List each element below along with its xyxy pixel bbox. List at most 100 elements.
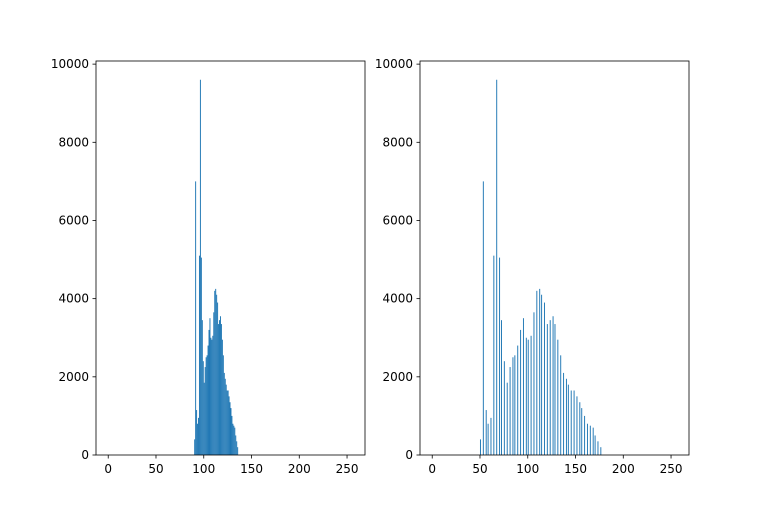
bar [198, 417, 199, 455]
bar [557, 339, 559, 455]
x-tick-label: 0 [104, 462, 112, 476]
bar [204, 367, 206, 455]
y-tick-label: 0 [81, 448, 89, 462]
bar [225, 384, 227, 455]
bar [589, 425, 591, 455]
bar [586, 423, 588, 455]
bar [517, 345, 519, 455]
bar [228, 396, 230, 455]
bar [224, 378, 226, 455]
bar [514, 355, 516, 455]
bar [482, 181, 484, 455]
y-tick-label: 0 [405, 448, 413, 462]
bar [231, 415, 233, 455]
bar [202, 361, 204, 455]
bar [600, 447, 602, 455]
axes-frame [419, 60, 690, 456]
bar [195, 181, 197, 455]
bar [233, 425, 235, 455]
y-tick-label: 4000 [58, 292, 89, 306]
x-tick-label: 200 [612, 462, 635, 476]
bar [208, 329, 210, 455]
x-tick-label: 50 [148, 462, 163, 476]
bar [219, 316, 221, 455]
x-tick-label: 100 [192, 462, 215, 476]
y-tick-label: 6000 [58, 213, 89, 227]
bar [220, 324, 222, 455]
bar [539, 288, 541, 455]
bar [214, 290, 216, 455]
bar [200, 257, 202, 455]
bar [230, 408, 232, 455]
y-tick-label: 2000 [58, 370, 89, 384]
bar [546, 324, 548, 455]
bar [567, 384, 569, 455]
bar [536, 290, 538, 455]
bar [209, 318, 211, 455]
bar [206, 355, 208, 455]
bar [232, 423, 234, 455]
bar [218, 324, 220, 455]
y-tick-label: 8000 [58, 135, 89, 149]
bar [213, 312, 215, 455]
bar [570, 390, 572, 455]
bar [549, 320, 551, 455]
bar [579, 402, 581, 455]
bar [501, 320, 502, 455]
bar [197, 423, 199, 455]
bar [223, 372, 225, 455]
x-tick-label: 0 [428, 462, 436, 476]
bar [235, 435, 237, 455]
bar [236, 441, 238, 455]
bar [211, 339, 213, 455]
bar [215, 288, 217, 455]
x-tick-label: 150 [240, 462, 263, 476]
x-tick-label: 250 [660, 462, 683, 476]
y-tick-label: 2000 [382, 370, 413, 384]
bar [581, 408, 583, 455]
axes-frame [95, 60, 366, 456]
bar [543, 302, 545, 455]
bar [229, 402, 231, 455]
bar [527, 339, 529, 455]
x-tick-label: 200 [288, 462, 311, 476]
bar [512, 357, 514, 455]
bar [530, 335, 532, 455]
bar [576, 396, 578, 455]
y-tick-label: 10000 [375, 57, 413, 71]
bar [227, 390, 229, 455]
bar [219, 320, 220, 455]
bar [216, 294, 218, 455]
bar [552, 316, 554, 455]
bar [222, 355, 224, 455]
x-tick-label: 250 [336, 462, 359, 476]
bar [196, 410, 198, 455]
bar [584, 415, 586, 455]
bar [506, 382, 508, 455]
bar [487, 423, 489, 455]
bar [563, 372, 565, 455]
bar [199, 79, 201, 455]
bar [237, 447, 239, 455]
bar [496, 79, 498, 455]
bar [485, 410, 487, 455]
bar [479, 439, 481, 455]
bar [217, 302, 219, 455]
bar [226, 390, 228, 455]
bar [210, 337, 212, 455]
bar [205, 357, 207, 455]
x-tick-label: 150 [564, 462, 587, 476]
bar [597, 441, 599, 455]
bar [533, 312, 535, 455]
x-tick-label: 50 [472, 462, 487, 476]
bar [592, 427, 594, 455]
y-tick-label: 10000 [51, 57, 89, 71]
bar [194, 439, 196, 455]
bar [554, 324, 556, 455]
bar [525, 337, 527, 455]
bar [573, 390, 575, 455]
bar [594, 435, 596, 455]
y-tick-label: 8000 [382, 135, 413, 149]
bar [490, 417, 492, 455]
